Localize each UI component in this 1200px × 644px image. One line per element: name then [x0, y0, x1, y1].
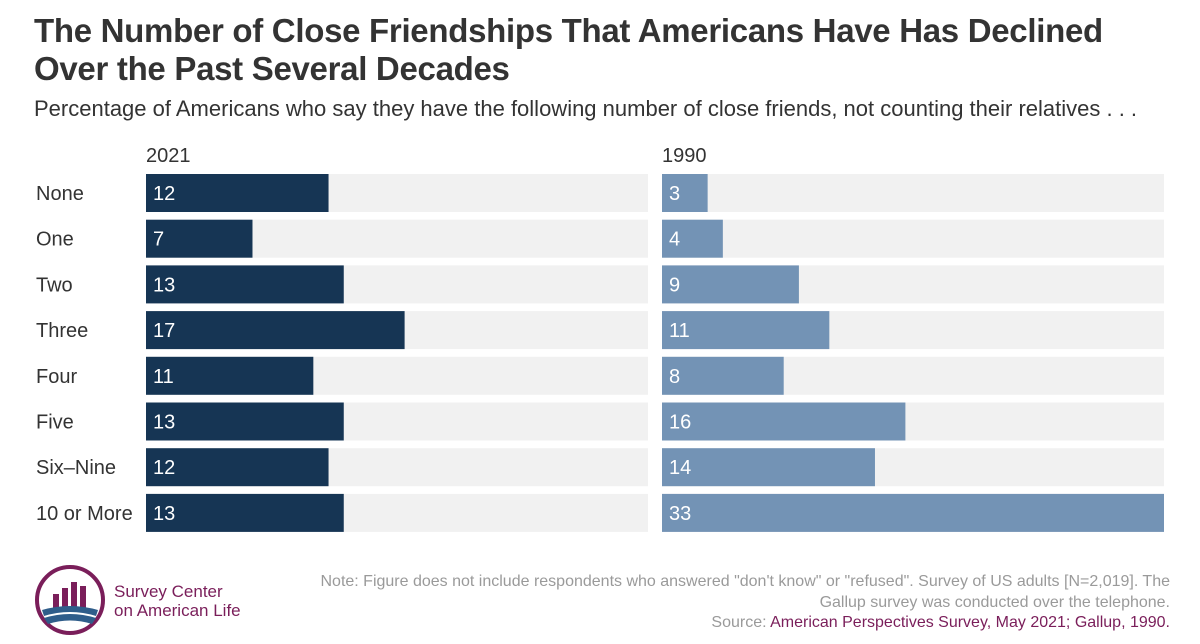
- survey-center-logo: Survey Center on American Life: [34, 564, 294, 636]
- category-label-4: Four: [36, 366, 77, 388]
- data-label-1990-3: 11: [669, 320, 690, 342]
- data-label-1990-4: 8: [669, 366, 680, 388]
- bar-1990-0: [662, 174, 708, 212]
- data-label-2021-7: 13: [153, 503, 175, 525]
- data-label-2021-5: 13: [153, 412, 175, 434]
- category-label-6: Six–Nine: [36, 457, 116, 479]
- bar-1990-6: [662, 448, 875, 487]
- data-label-1990-2: 9: [669, 274, 680, 296]
- data-label-2021-6: 12: [153, 457, 175, 479]
- category-label-1: One: [36, 229, 74, 251]
- bar-2021-6: [146, 448, 329, 487]
- source-link[interactable]: American Perspectives Survey, May 2021; …: [770, 614, 1170, 631]
- data-label-1990-1: 4: [669, 229, 680, 251]
- bar-2021-1: [146, 219, 253, 258]
- data-label-1990-7: 33: [669, 503, 691, 525]
- bar-2021-0: [146, 174, 329, 212]
- bar-track-1990-1: [662, 219, 1164, 258]
- bar-2021-5: [146, 402, 344, 441]
- category-label-5: Five: [36, 412, 74, 434]
- data-label-1990-6: 14: [669, 457, 691, 479]
- data-label-2021-4: 11: [153, 366, 174, 388]
- logo-line-1: Survey Center: [114, 582, 223, 601]
- bar-1990-7: [662, 493, 1164, 532]
- chart-subtitle: Percentage of Americans who say they hav…: [34, 96, 1138, 121]
- bar-2021-3: [146, 311, 405, 350]
- bar-chart: None One Two Three Four Five Six–Nine 10 or Mor…: [36, 145, 1164, 532]
- footer-note: Note: Figure does not include respondent…: [320, 573, 1170, 611]
- bar-2021-2: [146, 265, 344, 304]
- data-label-1990-0: 3: [669, 183, 680, 205]
- chart-title: The Number of Close Friendships That Ame…: [34, 12, 1103, 87]
- bar-1990-3: [662, 311, 830, 350]
- logo-line-2: on American Life: [114, 601, 241, 620]
- source-prefix: Source:: [711, 614, 771, 631]
- survey-center-logo-icon: [35, 565, 105, 635]
- bar-1990-5: [662, 402, 906, 441]
- logo-wordmark: Survey Center on American Life: [114, 582, 241, 620]
- bar-1990-2: [662, 265, 799, 304]
- bar-track-1990-0: [662, 174, 1164, 212]
- data-label-2021-3: 17: [153, 320, 175, 342]
- series-label-2021: 2021: [146, 145, 191, 167]
- footer-source: Source: American Perspectives Survey, Ma…: [270, 612, 1170, 633]
- bar-2021-7: [146, 493, 344, 532]
- category-label-3: Three: [36, 320, 88, 342]
- category-label-7: 10 or More: [36, 503, 133, 525]
- data-label-2021-0: 12: [153, 183, 175, 205]
- bar-1990-1: [662, 219, 723, 258]
- series-label-1990: 1990: [662, 145, 707, 167]
- bar-1990-4: [662, 356, 784, 395]
- data-label-1990-5: 16: [669, 412, 691, 434]
- data-label-2021-1: 7: [153, 229, 164, 251]
- category-label-0: None: [36, 183, 84, 205]
- bar-2021-4: [146, 356, 314, 395]
- category-label-2: Two: [36, 274, 73, 296]
- data-label-2021-2: 13: [153, 274, 175, 296]
